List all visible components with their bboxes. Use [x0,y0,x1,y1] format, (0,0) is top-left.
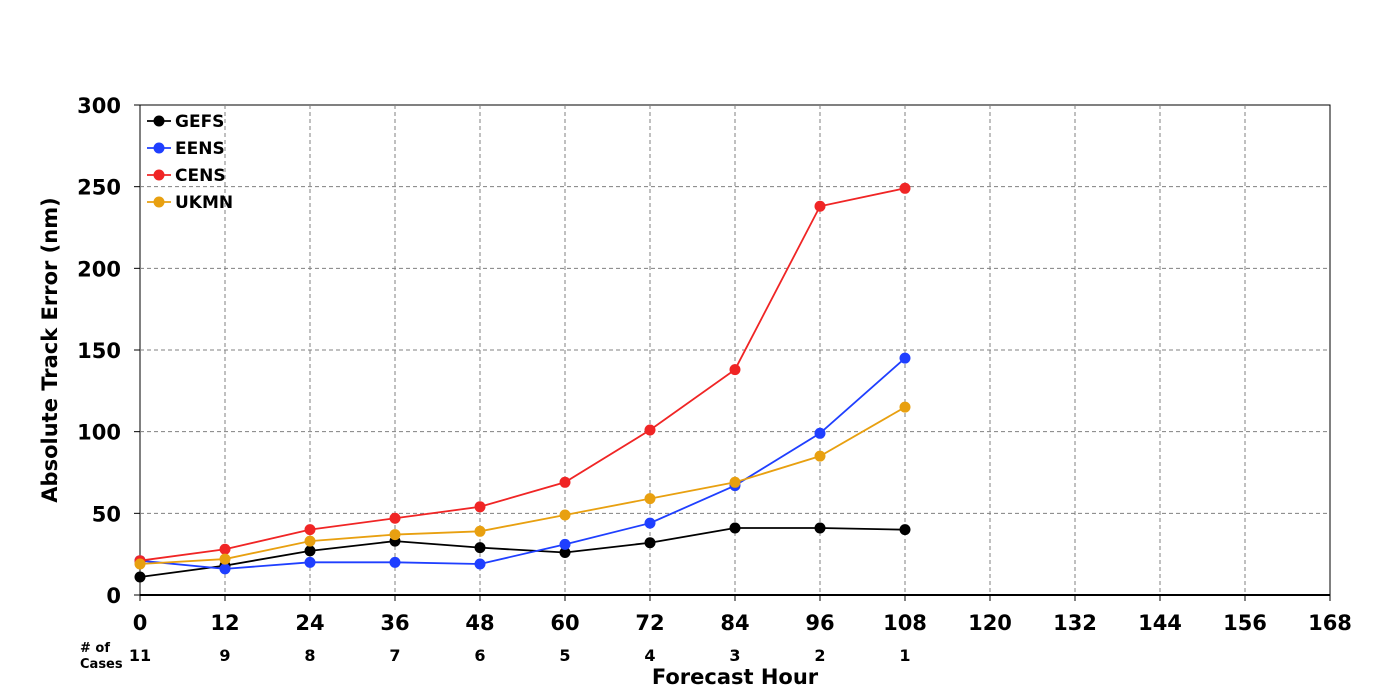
case-count: 9 [219,646,230,665]
data-point [814,427,826,439]
legend-label: EENS [175,139,225,159]
cases-header-line1: # of [80,641,110,656]
data-point [219,543,231,555]
x-tick-label: 108 [883,611,927,635]
series-ukmn [134,401,911,570]
y-tick-label: 100 [77,421,121,445]
legend-item-cens: CENS [147,166,226,186]
case-count: 11 [129,646,151,665]
y-tick-label: 50 [92,502,121,526]
data-point [134,558,146,570]
case-count: 3 [729,646,740,665]
data-point [644,537,656,549]
data-point [559,538,571,550]
data-point [474,542,486,554]
data-point [304,524,316,536]
legend-label: UKMN [175,193,233,213]
legend-item-eens: EENS [147,139,225,159]
y-tick-label: 150 [77,339,121,363]
data-point [814,522,826,534]
data-point [559,476,571,488]
legend-item-gefs: GEFS [147,112,224,132]
data-point [389,512,401,524]
x-tick-label: 48 [465,611,494,635]
series-line-ukmn [139,406,906,565]
data-point [304,556,316,568]
x-tick-label: 60 [550,611,579,635]
data-point [559,547,571,559]
case-count: 8 [304,646,315,665]
y-tick-label: 250 [77,176,121,200]
series-line-cens [139,187,906,562]
data-point [644,493,656,505]
data-point [729,522,741,534]
legend-item-ukmn: UKMN [147,193,233,213]
case-count: 7 [389,646,400,665]
x-tick-label: 120 [968,611,1012,635]
y-tick-label: 200 [77,257,121,281]
legend-marker [153,142,165,154]
x-tick-label: 168 [1308,611,1352,635]
x-tick-label: 36 [380,611,409,635]
y-tick-label: 0 [106,584,121,608]
series-lines [134,182,911,583]
x-tick-label: 144 [1138,611,1182,635]
cases-header-line2: Cases [80,657,123,672]
data-point [474,558,486,570]
x-tick-label: 0 [133,611,148,635]
data-point [644,517,656,529]
data-point [134,571,146,583]
gridlines [140,105,1330,595]
data-point [389,529,401,541]
data-point [219,553,231,565]
y-tick-label: 300 [77,94,121,118]
series-line-eens [139,357,906,570]
x-tick-label: 72 [635,611,664,635]
case-count: 1 [899,646,910,665]
x-tick-label: 156 [1223,611,1267,635]
axes: 0 12 24 36 48 60 72 84 96 108 120 132 144 156 168 0 50 10… [77,94,1352,635]
data-point [899,401,911,413]
case-count: 4 [644,646,655,665]
case-count: 5 [559,646,570,665]
case-count: 6 [474,646,485,665]
data-point [729,476,741,488]
data-point [899,352,911,364]
data-point [219,563,231,575]
legend-label: GEFS [175,112,224,132]
data-point [389,556,401,568]
data-point [559,509,571,521]
data-point [899,182,911,194]
y-axis-title: Absolute Track Error (nm) [38,197,62,502]
case-count: 2 [814,646,825,665]
x-tick-label: 12 [210,611,239,635]
x-tick-label: 24 [295,611,324,635]
data-point [304,545,316,557]
legend-label: CENS [175,166,226,186]
series-cens [134,182,911,567]
data-point [304,535,316,547]
x-axis-title: Forecast Hour [652,665,819,689]
data-point [899,524,911,536]
data-point [474,501,486,513]
x-tick-label: 132 [1053,611,1097,635]
data-point [814,200,826,212]
legend-marker [153,115,165,127]
series-line-gefs [139,527,906,578]
legend-marker [153,196,165,208]
legend-marker [153,169,165,181]
x-tick-label: 96 [805,611,834,635]
x-tick-label: 84 [720,611,749,635]
data-point [729,364,741,376]
data-point [644,424,656,436]
data-point [814,450,826,462]
data-point [474,525,486,537]
legend: GEFS EENS CENS UKMN [147,112,233,213]
